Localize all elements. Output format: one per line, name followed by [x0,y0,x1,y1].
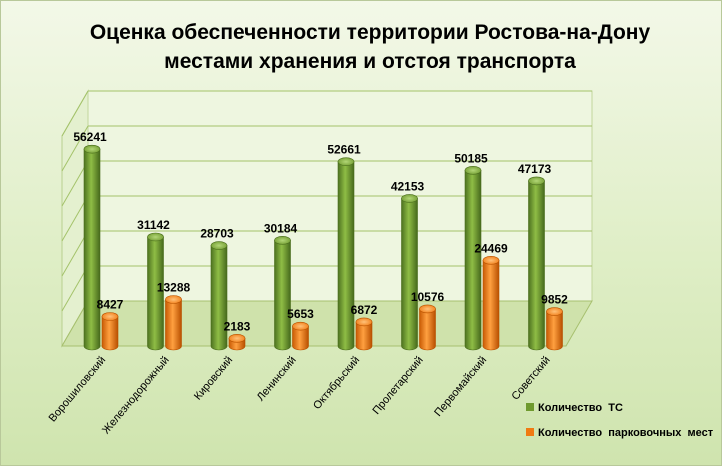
data-label-parking: 5653 [287,307,314,321]
data-label-parking: 24469 [474,241,508,255]
bar-parking [546,311,563,351]
data-label-vehicles: 30184 [264,221,298,235]
bar-vehicles [147,236,164,351]
bar-parking [101,316,119,351]
bar-parking [292,325,309,351]
bar-vehicles-top [528,176,545,186]
data-label-parking: 6872 [351,303,378,317]
gridline-side [61,265,89,312]
gridline-side [61,90,89,137]
legend-label-vehicles: Количество ТС [538,402,623,414]
category-label: Октябрьский [311,354,362,412]
data-label-parking: 13288 [157,280,191,294]
bar-parking-top [546,307,563,316]
gridline-side [61,125,89,172]
category-label: Советский [509,354,552,402]
bar-vehicles [528,180,545,351]
bar-parking-top [419,304,436,314]
bar-vehicles-top [337,157,355,166]
bar-vehicles-top [464,166,482,175]
legend-swatch-vehicles [526,403,534,411]
bar-parking [355,321,373,351]
bar-parking-top [355,317,373,327]
bar-parking [165,299,182,351]
gridline-side [61,230,89,277]
bar-parking-top [101,312,119,321]
legend-swatch-parking [526,428,534,436]
floor [61,300,593,347]
bar-parking [482,260,500,351]
legend-label-parking: Количество парковочных мест [538,427,714,439]
bar-vehicles-top [147,232,164,242]
category-label: Ленинский [255,354,299,403]
category-label: Кировский [192,354,235,402]
data-label-parking: 9852 [541,293,568,307]
bar-parking-top [292,321,309,331]
data-label-vehicles: 52661 [327,143,361,157]
bar-parking-top [482,256,500,265]
bar-parking-top [165,295,182,304]
gridline-side [61,160,89,207]
bar-vehicles [210,245,228,351]
plot-area: 56241 8427 31142 13288 28703 2183 30184 5653 526… [47,89,593,436]
gridline-side [61,195,89,242]
category-label: Первомайский [432,354,489,419]
data-label-parking: 8427 [97,298,124,312]
bar-parking-top [228,334,246,343]
bar-vehicles-top [401,194,418,203]
category-label: Пролетарский [370,354,425,417]
chart-title-line-1: Оценка обеспеченности территории Ростова… [90,21,651,44]
data-label-vehicles: 28703 [200,227,234,241]
data-label-vehicles: 50185 [454,151,488,165]
data-label-vehicles: 31142 [137,218,170,232]
bar-parking [419,308,436,351]
data-label-vehicles: 47173 [518,162,552,176]
bar-vehicles [337,161,355,351]
bar-vehicles [274,240,291,351]
bar-vehicles-top [274,236,291,245]
data-label-parking: 10576 [411,290,445,304]
chart-title-line-2: местами хранения и отстоя транспорта [164,50,576,73]
bar-vehicles [83,148,101,351]
bar-vehicles [401,198,418,351]
bar-vehicles-top [83,144,101,154]
data-label-parking: 2183 [224,319,251,333]
category-label: Железнодорожный [100,354,172,436]
data-label-vehicles: 56241 [73,130,107,144]
data-label-vehicles: 42153 [391,179,425,193]
category-label: Ворошиловский [47,354,109,424]
bar-vehicles [464,170,482,351]
legend: Количество ТС Количество парковочных мес… [526,402,714,439]
bar-vehicles-top [210,241,228,250]
